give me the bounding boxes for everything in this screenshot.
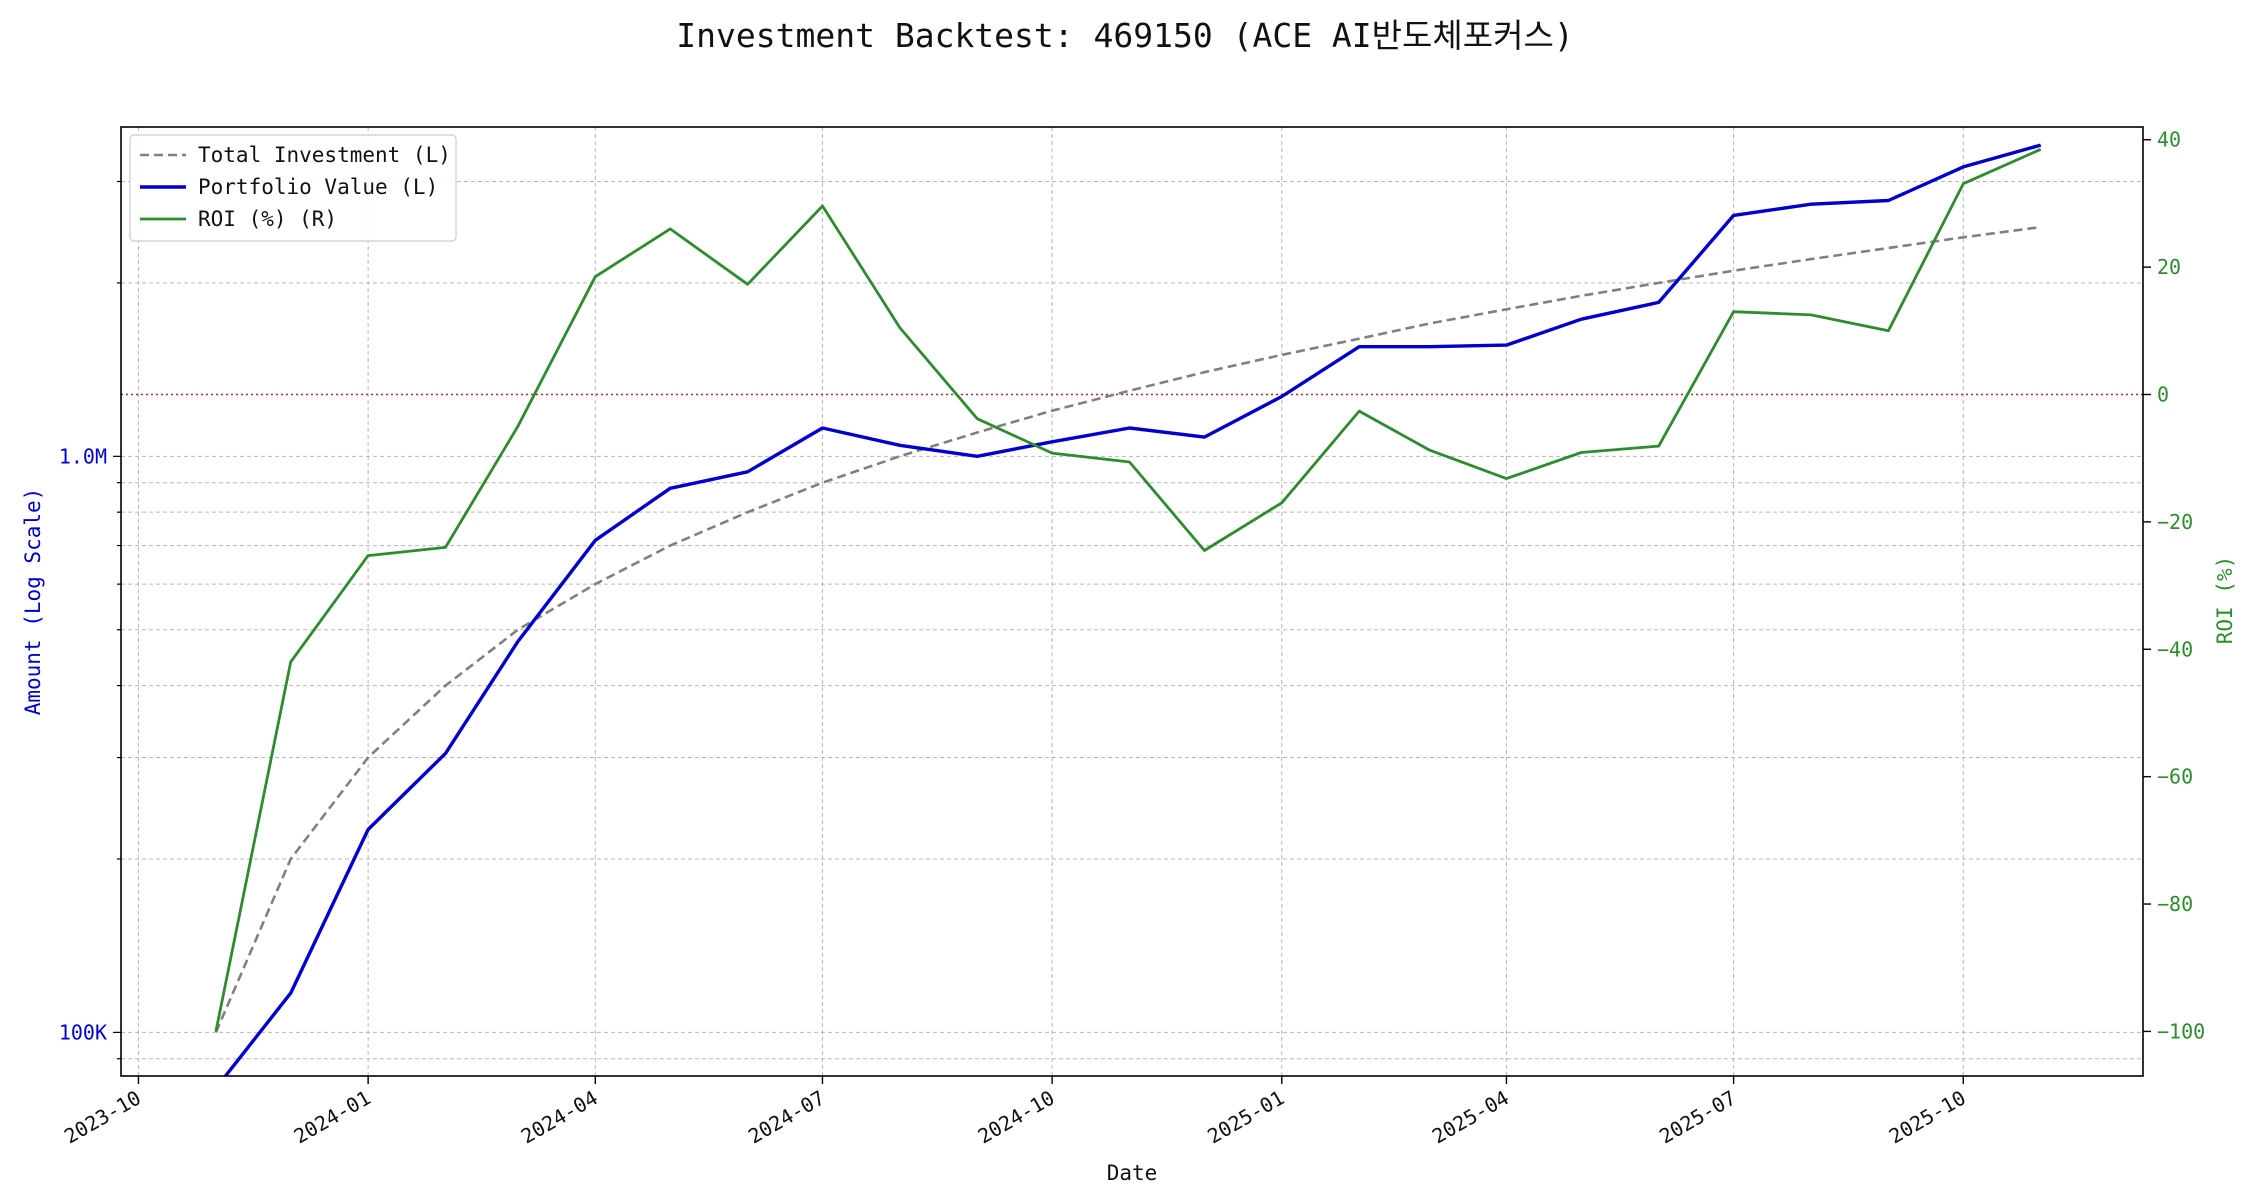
right-tick-label: 0 <box>2157 383 2169 407</box>
plot-frame <box>120 126 2144 1077</box>
x-tick-label: 2024-04 <box>517 1086 602 1149</box>
legend-entry: ROI (%) (R) <box>198 207 337 231</box>
right-tick-label: 40 <box>2157 128 2181 152</box>
legend-entry: Portfolio Value (L) <box>198 175 438 199</box>
right-axis-label: ROI (%) <box>2213 556 2237 645</box>
legend: Total Investment (L) Portfolio Value (L) R… <box>129 134 457 242</box>
right-tick-label: −100 <box>2157 1019 2205 1043</box>
series-lines <box>214 143 2042 1076</box>
series-line-1 <box>223 143 2042 1076</box>
series-line-2 <box>214 148 2042 1032</box>
grid <box>121 127 2143 1076</box>
right-tick-label: −60 <box>2157 765 2193 789</box>
axes: 2023-10 2024-01 2024-04 2024-07 2024-10 2025-… <box>59 128 2205 1149</box>
x-tick-label: 2025-10 <box>1885 1086 1970 1149</box>
x-tick-label: 2024-01 <box>290 1086 375 1149</box>
x-tick-label: 2025-07 <box>1655 1086 1740 1149</box>
legend-box <box>129 134 457 242</box>
left-tick-label: 1.0M <box>59 444 107 468</box>
x-tick-label: 2024-10 <box>974 1086 1059 1149</box>
right-tick-label: −80 <box>2157 892 2193 916</box>
right-tick-label: −20 <box>2157 510 2193 534</box>
x-tick-label: 2025-01 <box>1203 1086 1288 1149</box>
left-tick-label: 100K <box>59 1020 107 1044</box>
x-tick-label: 2025-04 <box>1428 1086 1513 1149</box>
chart-title: Investment Backtest: 469150 (ACE AI반도체포커… <box>676 16 1573 55</box>
x-tick-label: 2023-10 <box>60 1086 145 1149</box>
right-tick-label: −40 <box>2157 637 2193 661</box>
x-tick-label: 2024-07 <box>744 1086 829 1149</box>
legend-entry: Total Investment (L) <box>198 143 451 167</box>
right-tick-label: 20 <box>2157 255 2181 279</box>
x-axis-label: Date <box>1107 1161 1158 1185</box>
left-axis-label: Amount (Log Scale) <box>21 488 45 716</box>
